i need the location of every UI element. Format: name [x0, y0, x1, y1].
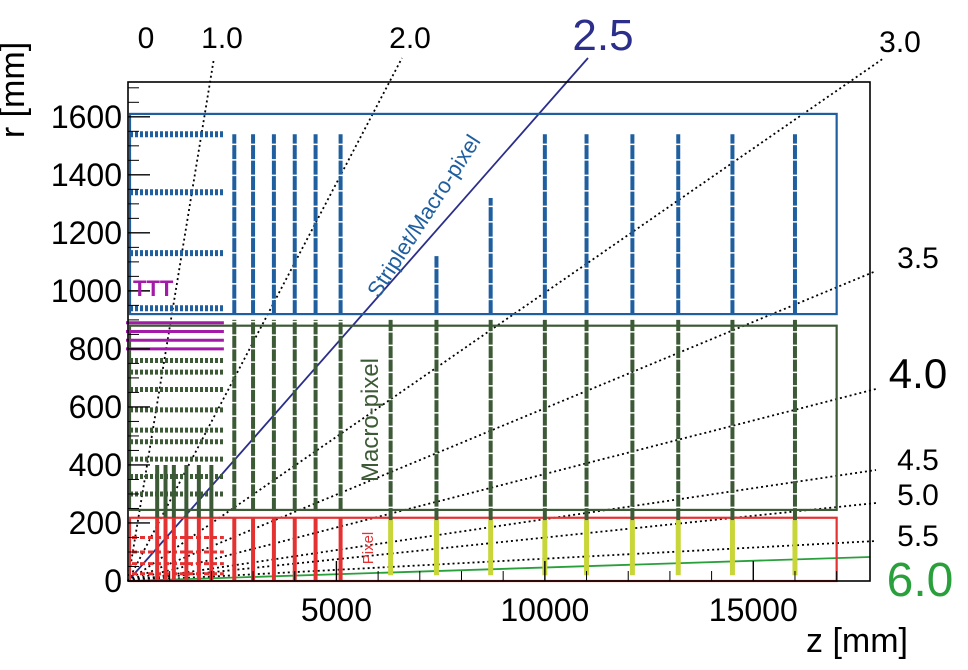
striplet-region-label: Striplet/Macro-pixel: [362, 130, 486, 302]
region-box: [128, 324, 838, 512]
eta-line-3.5: [127, 270, 877, 582]
region-box: [128, 112, 838, 316]
x-tick-label: 5000: [301, 592, 372, 628]
y-tick-label: 800: [69, 331, 122, 367]
macro-pixel-region-label: Macro-pixel: [357, 358, 384, 482]
pixel-region-label: Pixel: [360, 532, 377, 565]
y-tick-label: 400: [69, 447, 122, 483]
y-tick-label: 200: [69, 505, 122, 541]
endcap-disks: [155, 134, 798, 581]
ttt-label: TTT: [133, 276, 174, 301]
eta-label: 4.0: [889, 350, 947, 397]
labels: 0 1.0 2.0 2.5 3.0 3.5 4.0 4.55.0 5.56.0 0 200 400 60…: [0, 11, 953, 660]
y-tick-label: 1600: [51, 99, 122, 135]
x-tick-label: 10000: [500, 592, 589, 628]
eta-line-4.5: [127, 469, 877, 582]
eta-label: 2.5: [572, 11, 633, 60]
region-boxes: [128, 112, 838, 583]
eta-label: 6.0: [887, 554, 954, 607]
eta-label: 4.5: [897, 444, 939, 477]
eta-line-2.5: [127, 57, 589, 582]
y-tick-label: 1400: [51, 157, 122, 193]
y-tick-label: 1200: [51, 215, 122, 251]
y-axis-label: r [mm]: [0, 42, 32, 138]
y-tick-label: 600: [69, 389, 122, 425]
eta-label: 2.0: [389, 22, 431, 55]
eta-label: 3.5: [897, 242, 939, 275]
y-tick-label: 0: [104, 563, 122, 599]
eta-line-2.0: [127, 57, 403, 582]
eta-lines: [127, 57, 885, 582]
barrel-layers: [126, 131, 224, 576]
plot-border: [127, 81, 871, 582]
eta-label: 5.0: [897, 479, 939, 512]
plot-frame: [127, 81, 871, 582]
eta-label: 3.0: [879, 26, 921, 59]
eta-line-3.0: [127, 57, 885, 582]
y-tick-label: 1000: [51, 273, 122, 309]
x-tick-label: 15000: [709, 592, 798, 628]
x-axis-label: z [mm]: [806, 622, 908, 660]
eta-label: 5.5: [897, 520, 939, 553]
eta-line-1.0: [127, 57, 215, 582]
eta-line-4.0: [127, 388, 877, 582]
eta-label: 0: [138, 22, 155, 55]
eta-label: 1.0: [201, 22, 243, 55]
